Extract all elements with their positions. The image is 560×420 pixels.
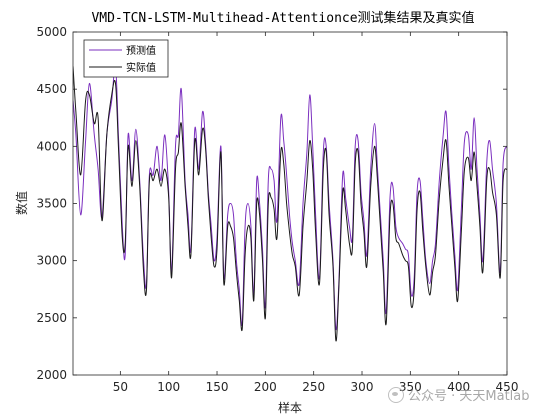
- series-line-predicted: [73, 65, 507, 330]
- y-tick-label: 2500: [36, 311, 67, 325]
- y-tick-label: 3000: [36, 254, 67, 268]
- watermark: 公众号 · 天天Matlab: [388, 385, 530, 404]
- y-tick-label: 2000: [36, 368, 67, 382]
- x-tick-label: 100: [157, 380, 180, 394]
- x-tick-label: 350: [399, 380, 422, 394]
- wechat-icon: [388, 386, 404, 403]
- x-axis-label: 样本: [278, 400, 302, 415]
- plot-area: [73, 32, 507, 375]
- legend-label-predicted: 预测值: [126, 44, 156, 57]
- y-tick-label: 4000: [36, 139, 67, 153]
- x-tick-label: 50: [113, 380, 128, 394]
- legend-label-actual: 实际值: [126, 61, 156, 74]
- chart-title: VMD-TCN-LSTM-Multihead-Attentionce测试集结果及…: [91, 10, 474, 26]
- series-line-actual: [73, 66, 507, 342]
- x-tick-label: 250: [302, 380, 325, 394]
- legend-box: [83, 39, 169, 78]
- y-tick-label: 4500: [36, 82, 67, 96]
- x-tick-label: 300: [351, 380, 374, 394]
- x-tick-label: 150: [206, 380, 229, 394]
- legend: 预测值 实际值: [83, 39, 169, 78]
- x-tick-label: 450: [496, 380, 519, 394]
- x-tick-label: 400: [447, 380, 470, 394]
- watermark-text: 公众号 · 天天Matlab: [408, 389, 530, 404]
- y-tick-label: 5000: [36, 25, 67, 39]
- ticks-layer: 50 100 150 200 250 300 350 400 450 2000 2500 3000 35…: [36, 25, 518, 394]
- y-axis-label: 数值: [14, 191, 29, 215]
- x-tick-label: 200: [254, 380, 277, 394]
- series-layer: [73, 65, 507, 342]
- y-tick-label: 3500: [36, 197, 67, 211]
